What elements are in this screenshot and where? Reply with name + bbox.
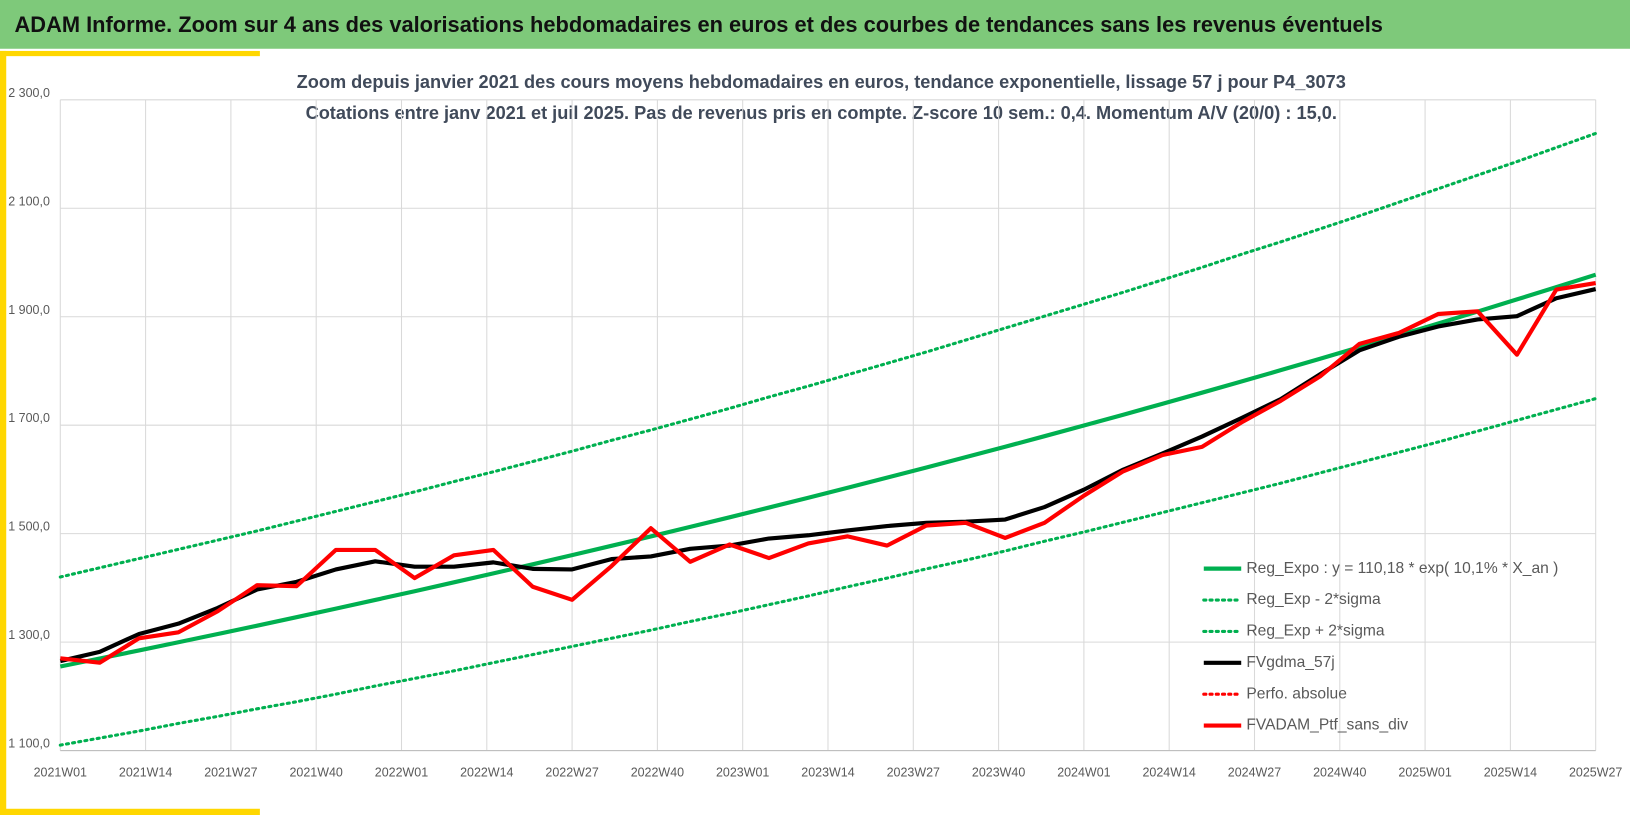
x-tick-label: 2021W14 — [119, 766, 172, 780]
x-tick-label: 2024W27 — [1228, 766, 1281, 780]
legend-label: FVADAM_Ptf_sans_div — [1246, 717, 1408, 734]
y-tick-label: 1 100,0 — [8, 737, 50, 751]
page-title: ADAM Informe. Zoom sur 4 ans des valoris… — [15, 12, 1383, 37]
x-tick-label: 2024W40 — [1313, 766, 1366, 780]
y-tick-label: 2 100,0 — [8, 194, 50, 208]
x-tick-label: 2022W40 — [631, 766, 684, 780]
x-tick-label: 2023W40 — [972, 766, 1025, 780]
legend-label: Perfo. absolue — [1246, 685, 1346, 702]
header-band — [0, 0, 1630, 49]
x-tick-label: 2022W27 — [545, 766, 598, 780]
x-tick-label: 2021W40 — [289, 766, 342, 780]
accent — [0, 808, 260, 815]
legend-label: Reg_Exp - 2*sigma — [1246, 591, 1381, 608]
x-tick-label: 2021W27 — [204, 766, 257, 780]
x-tick-label: 2022W14 — [460, 766, 513, 780]
x-tick-label: 2025W14 — [1484, 766, 1537, 780]
legend-label: Reg_Exp + 2*sigma — [1246, 623, 1384, 640]
chart-subtitle: Cotations entre janv 2021 et juil 2025. … — [306, 103, 1337, 123]
x-tick-label: 2023W27 — [887, 766, 940, 780]
x-tick-label: 2022W01 — [375, 766, 428, 780]
y-tick-label: 2 300,0 — [8, 86, 50, 100]
series-line — [60, 281, 1597, 665]
y-tick-label: 1 700,0 — [8, 411, 50, 425]
accent — [0, 50, 7, 815]
y-tick-label: 1 500,0 — [8, 520, 50, 534]
x-tick-label: 2023W01 — [716, 766, 769, 780]
legend-label: FVgdma_57j — [1246, 654, 1334, 671]
header-sep — [0, 48, 1630, 51]
x-tick-label: 2023W14 — [801, 766, 854, 780]
x-tick-label: 2025W27 — [1569, 766, 1622, 780]
accent — [0, 50, 260, 57]
x-tick-label: 2024W01 — [1057, 766, 1110, 780]
y-tick-label: 1 900,0 — [8, 303, 50, 317]
series-line — [59, 272, 1597, 669]
x-tick-label: 2025W01 — [1398, 766, 1451, 780]
x-tick-label: 2024W14 — [1142, 766, 1195, 780]
x-tick-label: 2021W01 — [34, 766, 87, 780]
legend-label: Reg_Expo : y = 110,18 * exp( 10,1% * X_a… — [1246, 560, 1558, 577]
series-line — [58, 397, 1598, 747]
series-line — [58, 131, 1598, 579]
y-tick-label: 1 300,0 — [8, 628, 50, 642]
chart-title: Zoom depuis janvier 2021 des cours moyen… — [297, 72, 1346, 92]
